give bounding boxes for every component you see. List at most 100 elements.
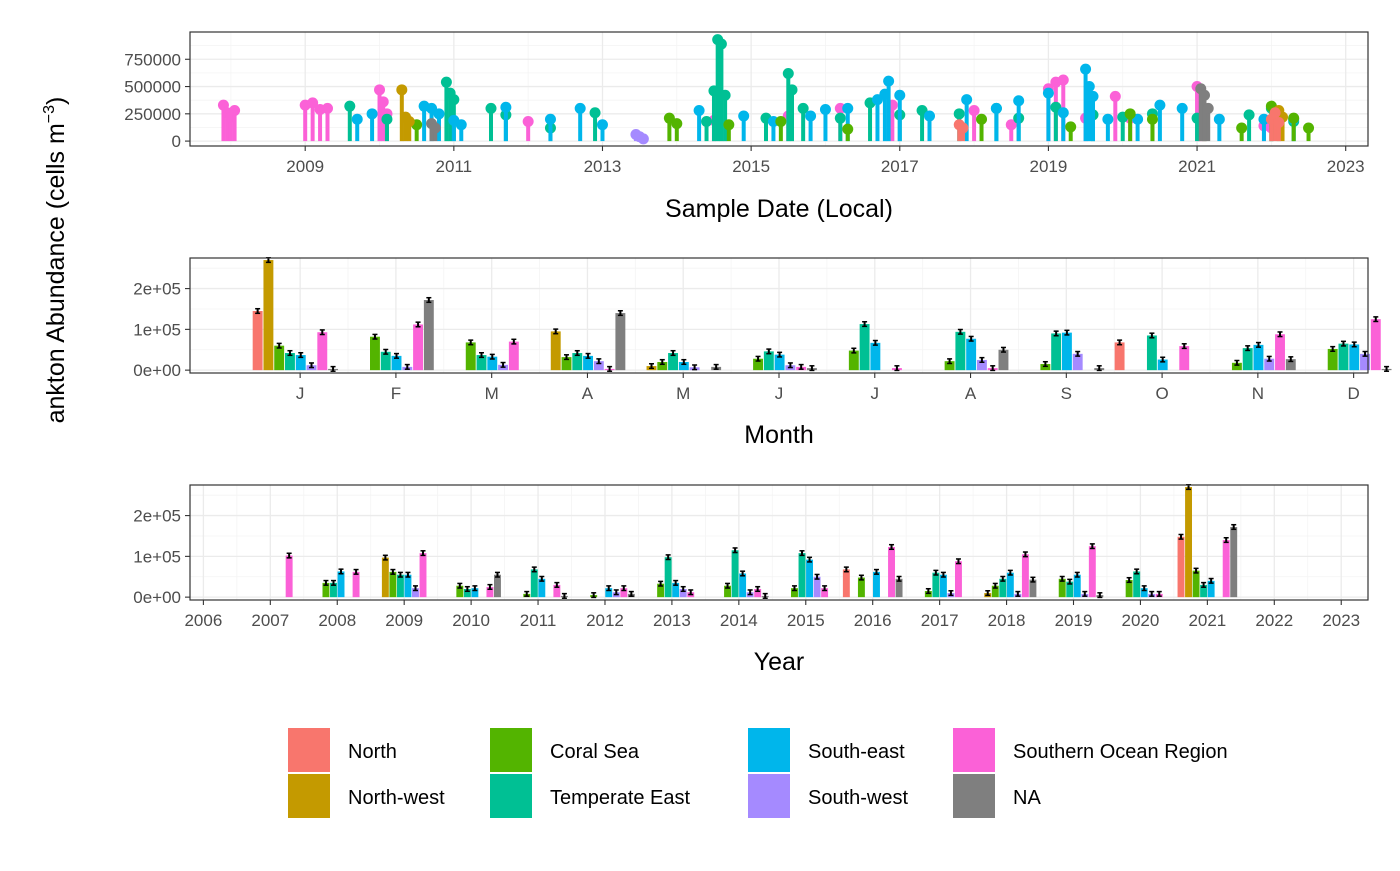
- x-tick-label: 2008: [318, 611, 356, 630]
- bar: [976, 359, 987, 371]
- bar: [842, 569, 850, 598]
- bar: [1264, 358, 1275, 371]
- bar: [944, 361, 955, 371]
- bar: [939, 574, 947, 598]
- bar: [1275, 334, 1285, 371]
- x-tick-label: N: [1252, 384, 1264, 403]
- x-tick-label: D: [1347, 384, 1359, 403]
- data-point: [775, 115, 787, 127]
- bar: [955, 331, 966, 371]
- bar: [1242, 348, 1253, 371]
- bar: [664, 557, 672, 598]
- data-point: [1042, 87, 1054, 99]
- legend-item: Southern Ocean Region: [953, 728, 1228, 772]
- data-point: [1083, 81, 1095, 93]
- bar: [317, 332, 328, 371]
- bar: [932, 572, 940, 598]
- panels: 0 250000 500000 750000 2009 2011 2013 2015 2017 2…: [124, 31, 1392, 676]
- bar: [471, 588, 479, 598]
- panel-marks: [217, 34, 1315, 145]
- data-point: [1146, 113, 1158, 125]
- data-point: [351, 113, 363, 125]
- bar: [1253, 344, 1264, 371]
- bar: [848, 350, 859, 371]
- data-point: [693, 105, 705, 117]
- x-tick-label: 2010: [452, 611, 490, 630]
- legend-key: [490, 774, 532, 818]
- bar: [873, 571, 880, 598]
- bar: [1230, 527, 1238, 598]
- x-tick-label: J: [871, 384, 880, 403]
- data-point: [229, 105, 241, 117]
- bar: [1006, 572, 1014, 598]
- bar: [263, 260, 274, 371]
- bar: [389, 571, 397, 598]
- y-axis-title-sup: −3: [41, 105, 58, 123]
- data-point: [1269, 107, 1281, 119]
- bar: [791, 588, 798, 598]
- legend-key: [288, 728, 330, 772]
- data-point: [596, 119, 608, 131]
- bar: [1073, 574, 1081, 598]
- bar: [1222, 540, 1230, 598]
- panel-border: [189, 31, 1369, 147]
- bar: [508, 341, 519, 371]
- bar: [572, 353, 583, 371]
- legend-item: North-west: [288, 774, 445, 818]
- data-point: [715, 38, 727, 50]
- data-point: [366, 108, 378, 120]
- data-point: [1198, 89, 1210, 101]
- x-axis-title: Sample Date (Local): [665, 195, 893, 223]
- data-point: [842, 102, 854, 114]
- x-tick-label: 2020: [1122, 611, 1160, 630]
- bar: [1029, 579, 1037, 598]
- data-point: [321, 102, 333, 114]
- bar: [1072, 353, 1083, 371]
- panel-border: [189, 257, 1369, 374]
- x-tick-label: 2023: [1322, 611, 1360, 630]
- data-point: [1013, 95, 1025, 107]
- x-tick-label: 2023: [1327, 157, 1365, 176]
- y-tick-label: 250000: [124, 105, 181, 124]
- bar: [330, 582, 337, 598]
- bar: [1125, 580, 1133, 598]
- x-tick-label: 2016: [854, 611, 892, 630]
- data-point: [723, 119, 735, 131]
- x-tick-label: 2015: [787, 611, 825, 630]
- data-point: [786, 84, 798, 96]
- data-point: [381, 113, 393, 125]
- y-axis-title: ankton Abundance (cells m−3): [41, 97, 70, 424]
- legend-label: Temperate East: [550, 787, 691, 809]
- bar: [999, 578, 1007, 598]
- bar: [1338, 343, 1349, 371]
- bar: [561, 357, 572, 371]
- panel-marks: [252, 256, 1392, 372]
- bar: [1200, 584, 1208, 598]
- data-point: [455, 119, 467, 131]
- bar: [954, 561, 962, 598]
- x-tick-label: 2015: [732, 157, 770, 176]
- bar: [412, 588, 419, 598]
- bar: [615, 313, 626, 371]
- bar: [419, 553, 427, 598]
- x-tick-label: F: [391, 384, 401, 403]
- data-point: [834, 112, 846, 124]
- x-tick-label: 2022: [1255, 611, 1293, 630]
- bar: [322, 582, 330, 598]
- x-tick-label: 2012: [586, 611, 624, 630]
- x-tick-label: O: [1155, 384, 1168, 403]
- data-point: [1057, 74, 1069, 86]
- bar: [1231, 362, 1242, 371]
- data-point: [1087, 90, 1099, 102]
- data-point: [797, 102, 809, 114]
- bar: [1114, 342, 1125, 371]
- bar: [657, 583, 665, 598]
- legend-label: Coral Sea: [550, 741, 640, 763]
- bar: [295, 355, 306, 371]
- data-point: [1288, 112, 1300, 124]
- data-point: [589, 107, 601, 119]
- data-point: [701, 115, 713, 127]
- data-point: [842, 123, 854, 135]
- data-point: [1109, 90, 1121, 102]
- data-point: [374, 84, 386, 96]
